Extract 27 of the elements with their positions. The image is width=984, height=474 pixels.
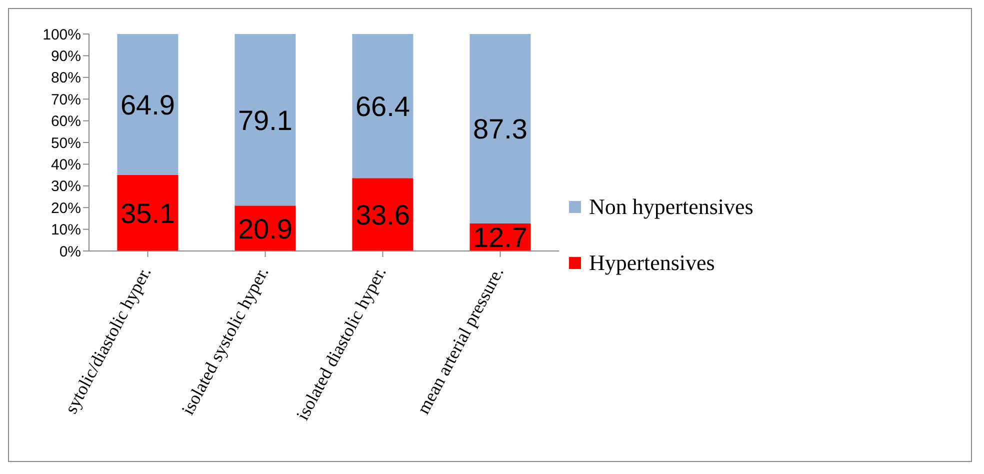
- y-tick-label: 80%: [50, 70, 81, 87]
- data-label: 33.6: [355, 199, 410, 230]
- bar: [117, 174, 178, 251]
- y-tick-label: 40%: [50, 156, 81, 174]
- data-label: 66.4: [355, 90, 410, 122]
- bar: [234, 34, 296, 206]
- y-tick-label: 0%: [59, 243, 81, 260]
- y-tick-label: 100%: [42, 26, 81, 44]
- y-tick-label: 90%: [50, 48, 81, 66]
- bar: [470, 34, 531, 224]
- y-tick-label: 20%: [50, 200, 81, 217]
- data-label: 64.9: [120, 89, 175, 120]
- y-tick-label: 70%: [50, 91, 81, 108]
- y-tick-label: 10%: [50, 222, 81, 239]
- data-label: 20.9: [238, 213, 292, 244]
- data-label: 12.7: [472, 222, 528, 254]
- bar: [117, 34, 178, 175]
- y-tick-label: 60%: [50, 113, 81, 130]
- bar: [352, 34, 414, 178]
- legend-label: Hypertensives: [589, 250, 715, 276]
- legend-label: Non hypertensives: [589, 194, 754, 220]
- bar: [352, 178, 414, 251]
- data-label: 87.3: [472, 114, 528, 145]
- data-label: 79.1: [238, 104, 292, 136]
- data-label: 35.1: [120, 198, 175, 229]
- y-tick-label: 50%: [50, 134, 81, 152]
- y-tick-label: 30%: [50, 178, 81, 196]
